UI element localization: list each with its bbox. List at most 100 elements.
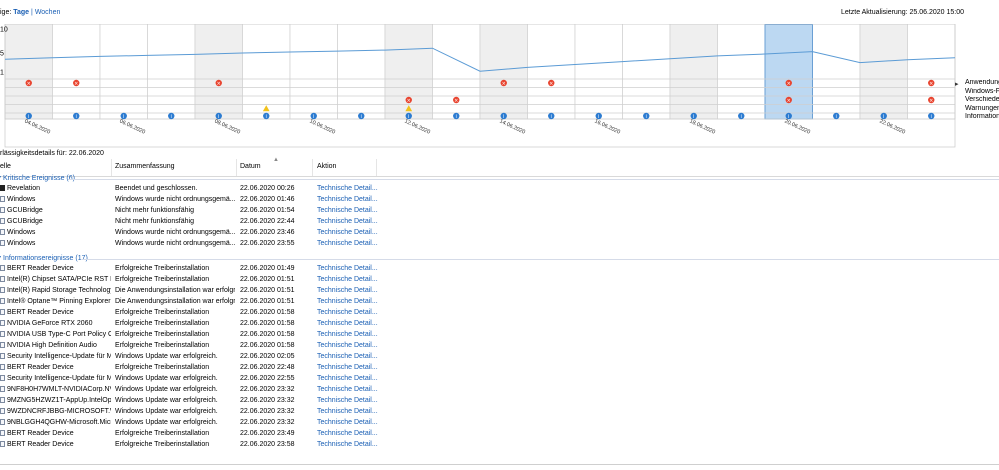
- table-row[interactable]: NVIDIA GeForce RTX 2060 Erfolgreiche Trei…: [0, 318, 999, 329]
- table-row[interactable]: NVIDIA USB Type-C Port Policy Co... Erfol…: [0, 329, 999, 340]
- collapse-arrow-icon[interactable]: ▾: [0, 174, 1, 183]
- column-source-header[interactable]: elle: [0, 163, 11, 170]
- collapse-arrow-icon[interactable]: ▾: [0, 254, 1, 263]
- row-date: 22.06.2020 01:58: [240, 320, 295, 327]
- window-icon: [0, 342, 5, 348]
- technical-details-link[interactable]: Technische Detail...: [317, 408, 378, 415]
- technical-details-link[interactable]: Technische Detail...: [317, 430, 378, 437]
- table-row[interactable]: 9WZDNCRFJBBG-MICROSOFT.WI... Windows Upda…: [0, 406, 999, 417]
- table-row[interactable]: Revelation Beendet und geschlossen. 22.06.…: [0, 183, 999, 194]
- technical-details-link[interactable]: Technische Detail...: [317, 331, 378, 338]
- row-source: Security Intelligence-Update für M...: [7, 375, 111, 382]
- technical-details-link[interactable]: Technische Detail...: [317, 320, 378, 327]
- group-information-events[interactable]: ▾ Informationsereignisse (17): [0, 254, 999, 263]
- day-column[interactable]: [337, 24, 386, 120]
- window-icon: [0, 240, 5, 246]
- technical-details-link[interactable]: Technische Detail...: [317, 309, 378, 316]
- day-column[interactable]: [242, 24, 291, 120]
- day-column[interactable]: [812, 24, 861, 120]
- table-row[interactable]: 9NBLGGH4QGHW-Microsoft.Micr... Windows Up…: [0, 417, 999, 428]
- day-column[interactable]: [99, 24, 148, 120]
- view-weeks-link[interactable]: Wochen: [34, 9, 61, 16]
- technical-details-link[interactable]: Technische Detail...: [317, 196, 378, 203]
- view-days-link[interactable]: Tage: [13, 9, 30, 16]
- row-summary: Beendet und geschlossen.: [115, 185, 198, 192]
- technical-details-link[interactable]: Technische Detail...: [317, 265, 378, 272]
- technical-details-link[interactable]: Technische Detail...: [317, 364, 378, 371]
- column-divider[interactable]: [236, 159, 237, 176]
- table-row[interactable]: Windows Windows wurde nicht ordnungsgemä.…: [0, 238, 999, 249]
- column-action-header[interactable]: Aktion: [317, 163, 337, 170]
- column-summary-header[interactable]: Zusammenfassung: [115, 163, 175, 170]
- table-row[interactable]: 9NF8H0H7WMLT-NVIDIACorp.NVI... Windows Up…: [0, 384, 999, 395]
- table-row[interactable]: 9MZNG5HZWZ1T-AppUp.IntelOpt... Windows Up…: [0, 395, 999, 406]
- row-date: 22.06.2020 01:58: [240, 342, 295, 349]
- reliability-chart[interactable]: 10 5 1 × × × × × × × × × × × i i i i i i i i i i i i i i i i i i i i 04.06…: [0, 24, 965, 148]
- technical-details-link[interactable]: Technische Detail...: [317, 353, 378, 360]
- technical-details-link[interactable]: Technische Detail...: [317, 240, 378, 247]
- day-column[interactable]: [859, 24, 908, 120]
- info-icon-glyph: i: [551, 114, 552, 120]
- table-row[interactable]: Intel(R) Rapid Storage Technology Die Anw…: [0, 285, 999, 296]
- day-column[interactable]: [574, 24, 623, 120]
- technical-details-link[interactable]: Technische Detail...: [317, 397, 378, 404]
- column-date-header[interactable]: Datum: [240, 163, 261, 170]
- day-column[interactable]: [4, 24, 53, 120]
- row-summary: Erfolgreiche Treiberinstallation: [115, 276, 210, 283]
- legend-arrow-icon: ▸: [955, 81, 959, 88]
- technical-details-link[interactable]: Technische Detail...: [317, 441, 378, 448]
- table-row[interactable]: NVIDIA High Definition Audio Erfolgreiche…: [0, 340, 999, 351]
- day-column[interactable]: [289, 24, 338, 120]
- critical-icon: [25, 79, 32, 87]
- day-column[interactable]: [717, 24, 766, 120]
- table-row[interactable]: Intel(R) Chipset SATA/PCIe RST Pre... Erf…: [0, 274, 999, 285]
- technical-details-link[interactable]: Technische Detail...: [317, 185, 378, 192]
- table-row[interactable]: BERT Reader Device Erfolgreiche Treiberin…: [0, 428, 999, 439]
- table-row[interactable]: Security Intelligence-Update für M... Win…: [0, 351, 999, 362]
- row-source: 9NBLGGH4QGHW-Microsoft.Micr...: [7, 419, 111, 426]
- day-column[interactable]: [479, 24, 528, 120]
- info-icon: [120, 112, 127, 120]
- technical-details-link[interactable]: Technische Detail...: [317, 287, 378, 294]
- technical-details-link[interactable]: Technische Detail...: [317, 298, 378, 305]
- column-divider[interactable]: [312, 159, 313, 176]
- table-row[interactable]: BERT Reader Device Erfolgreiche Treiberin…: [0, 362, 999, 373]
- group-title: Kritische Ereignisse (6): [3, 175, 75, 182]
- table-row[interactable]: BERT Reader Device Erfolgreiche Treiberin…: [0, 439, 999, 450]
- table-row[interactable]: GCUBridge Nicht mehr funktionsfähig 22.06.…: [0, 216, 999, 227]
- row-summary: Die Anwendungsinstallation war erfolgr..…: [115, 287, 235, 294]
- table-row[interactable]: BERT Reader Device Erfolgreiche Treiberin…: [0, 307, 999, 318]
- technical-details-link[interactable]: Technische Detail...: [317, 218, 378, 225]
- table-row[interactable]: Windows Windows wurde nicht ordnungsgemä.…: [0, 227, 999, 238]
- technical-details-link[interactable]: Technische Detail...: [317, 386, 378, 393]
- technical-details-link[interactable]: Technische Detail...: [317, 229, 378, 236]
- row-summary: Erfolgreiche Treiberinstallation: [115, 430, 210, 437]
- row-source: NVIDIA High Definition Audio: [7, 342, 97, 349]
- column-divider[interactable]: [376, 159, 377, 176]
- table-row[interactable]: Security Intelligence-Update für M... Win…: [0, 373, 999, 384]
- critical-icon-glyph: ×: [549, 81, 553, 87]
- critical-icon-glyph: ×: [74, 81, 78, 87]
- technical-details-link[interactable]: Technische Detail...: [317, 207, 378, 214]
- view-selector: ige: Tage | Wochen: [0, 9, 60, 16]
- table-row[interactable]: Windows Windows wurde nicht ordnungsgemä.…: [0, 194, 999, 205]
- day-column[interactable]: [147, 24, 196, 120]
- technical-details-link[interactable]: Technische Detail...: [317, 375, 378, 382]
- table-row[interactable]: BERT Reader Device Erfolgreiche Treiberin…: [0, 263, 999, 274]
- group-critical-events[interactable]: ▾ Kritische Ereignisse (6): [0, 174, 999, 183]
- info-icon-glyph: i: [883, 114, 884, 120]
- technical-details-link[interactable]: Technische Detail...: [317, 342, 378, 349]
- day-column[interactable]: [52, 24, 101, 120]
- day-column[interactable]: [622, 24, 671, 120]
- day-column[interactable]: [669, 24, 718, 120]
- technical-details-link[interactable]: Technische Detail...: [317, 419, 378, 426]
- column-divider[interactable]: [111, 159, 112, 176]
- table-row[interactable]: GCUBridge Nicht mehr funktionsfähig 22.06.…: [0, 205, 999, 216]
- table-row[interactable]: Intel® Optane™ Pinning Explorer ... Die A…: [0, 296, 999, 307]
- legend-misc-failures: Verschieden: [965, 96, 999, 103]
- technical-details-link[interactable]: Technische Detail...: [317, 276, 378, 283]
- day-column[interactable]: [194, 24, 243, 120]
- row-source: NVIDIA USB Type-C Port Policy Co...: [7, 331, 111, 338]
- row-summary: Nicht mehr funktionsfähig: [115, 207, 194, 214]
